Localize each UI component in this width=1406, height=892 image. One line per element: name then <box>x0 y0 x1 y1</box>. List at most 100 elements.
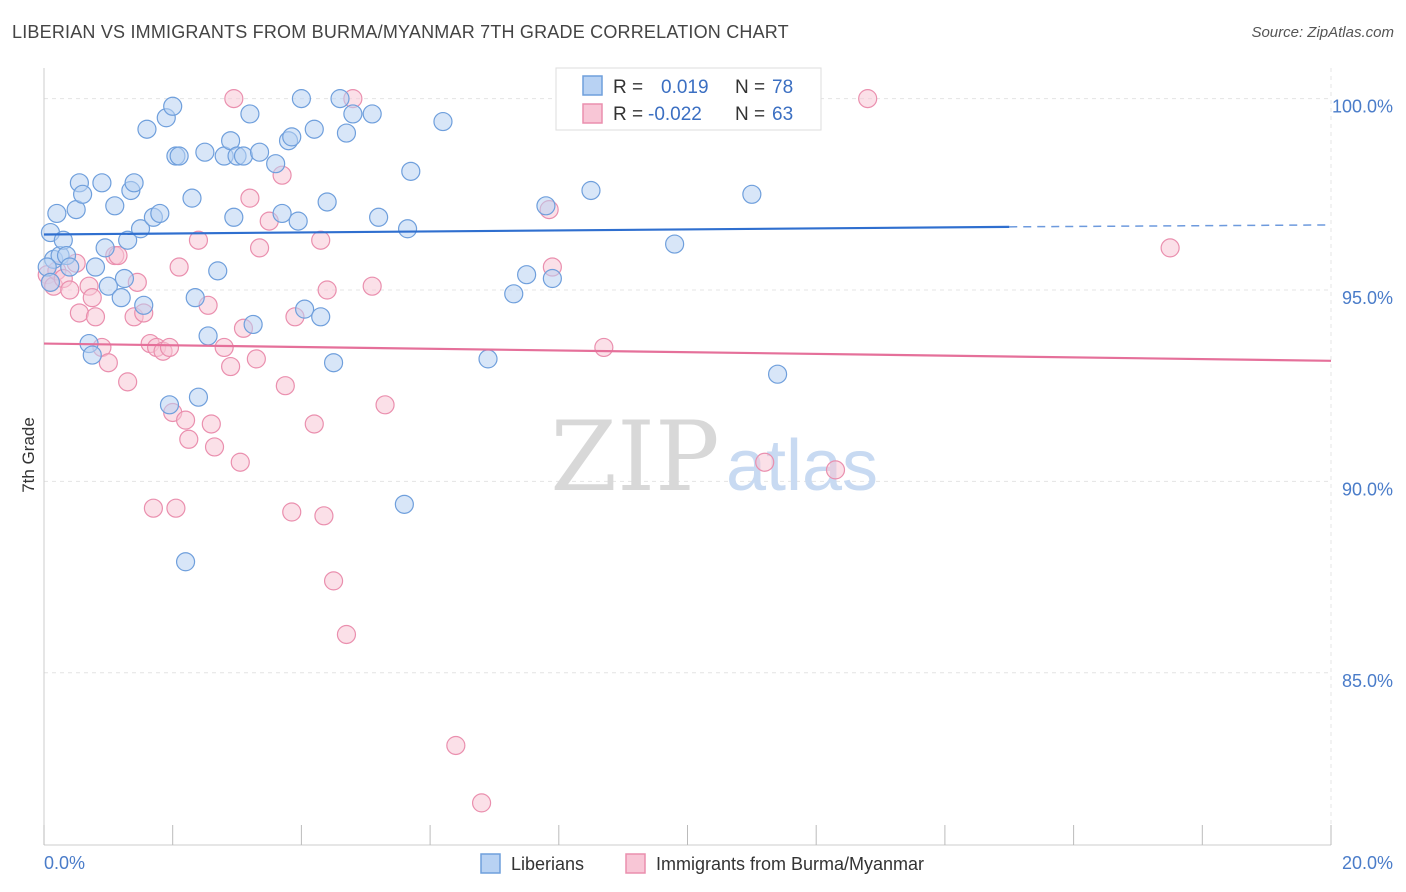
data-point-liberians <box>40 272 61 292</box>
data-point-liberians <box>394 494 414 514</box>
legend-n-label-1: N = <box>735 77 765 98</box>
data-point-liberians <box>98 276 118 296</box>
data-point-liberians <box>159 395 180 415</box>
legend-liberians-label: Liberians <box>511 854 584 874</box>
data-point-immigrants <box>446 735 466 756</box>
data-point-liberians <box>478 349 498 369</box>
watermark-atlas: atlas <box>726 426 878 506</box>
data-point-immigrants <box>188 230 209 250</box>
y-tick-label: 95.0% <box>1342 288 1393 308</box>
data-point-liberians <box>304 119 324 139</box>
data-point-immigrants <box>275 376 295 396</box>
data-point-immigrants <box>755 452 775 472</box>
data-point-immigrants <box>69 303 89 323</box>
data-point-immigrants <box>118 372 138 392</box>
data-point-immigrants <box>471 793 492 813</box>
stats-legend: R = 0.019 N = 78 R = -0.022 N = 63 <box>555 67 822 131</box>
data-point-immigrants <box>336 624 357 645</box>
data-point-immigrants <box>825 460 846 480</box>
data-point-immigrants <box>85 307 106 327</box>
data-point-liberians <box>92 173 112 193</box>
data-point-liberians <box>169 146 189 166</box>
y-tick-labels: 85.0% 90.0% 95.0% 100.0% <box>1332 97 1393 691</box>
y-tick-label: 90.0% <box>1342 479 1393 499</box>
data-point-liberians <box>397 219 418 239</box>
data-point-liberians <box>266 154 286 174</box>
data-point-immigrants <box>98 353 118 373</box>
legend-r-value-2: -0.022 <box>648 104 702 125</box>
legend-swatch-blue <box>582 75 603 96</box>
data-point-liberians <box>317 192 337 212</box>
legend-swatch-pink <box>582 103 603 124</box>
data-point-immigrants <box>375 395 395 415</box>
series-legend: Liberians Immigrants from Burma/Myanmar <box>480 853 924 874</box>
legend-immigrants-label: Immigrants from Burma/Myanmar <box>656 854 924 874</box>
x-tick-label: 20.0% <box>1342 853 1393 873</box>
data-point-liberians <box>95 238 115 258</box>
data-point-immigrants <box>175 410 196 430</box>
trend-line-liberians <box>43 225 1010 236</box>
y-tick-label: 100.0% <box>1332 97 1393 117</box>
data-point-liberians <box>243 314 263 335</box>
chart-title: LIBERIAN VS IMMIGRANTS FROM BURMA/MYANMA… <box>12 22 789 42</box>
data-point-liberians <box>150 203 170 224</box>
data-point-liberians <box>134 295 154 315</box>
data-point-immigrants <box>204 437 225 457</box>
data-point-liberians <box>60 257 80 277</box>
data-point-liberians <box>343 104 363 124</box>
data-point-immigrants <box>246 349 266 369</box>
data-point-liberians <box>137 119 157 139</box>
y-tick-label: 85.0% <box>1342 671 1393 691</box>
data-point-liberians <box>581 180 601 201</box>
legend-immigrants-swatch <box>625 853 646 874</box>
axes <box>43 68 1332 846</box>
data-point-immigrants <box>858 89 878 109</box>
trend-lines <box>43 224 1332 362</box>
data-point-immigrants <box>282 502 302 522</box>
data-point-liberians <box>105 196 125 216</box>
data-point-liberians <box>311 307 331 327</box>
data-point-liberians <box>291 89 311 109</box>
data-point-liberians <box>767 364 788 384</box>
data-point-liberians <box>185 288 205 308</box>
data-point-immigrants <box>143 498 163 518</box>
data-point-liberians <box>369 207 389 227</box>
x-tick-labels: 0.0% 20.0% <box>44 853 1393 873</box>
data-point-liberians <box>504 284 524 304</box>
data-point-immigrants <box>240 188 260 208</box>
data-point-liberians <box>188 387 209 407</box>
data-point-liberians <box>665 234 685 254</box>
data-point-liberians <box>272 203 292 224</box>
data-point-liberians <box>295 299 315 319</box>
data-point-liberians <box>536 196 556 216</box>
trend-line-liberians-extension <box>1009 224 1332 228</box>
data-point-liberians <box>742 184 762 204</box>
data-point-liberians <box>323 353 344 373</box>
legend-n-value-1: 78 <box>772 77 793 98</box>
data-point-immigrants <box>314 506 334 526</box>
source-label: Source: ZipAtlas.com <box>1251 24 1394 41</box>
data-point-immigrants <box>214 337 234 358</box>
data-point-liberians <box>195 142 215 162</box>
data-point-immigrants <box>221 356 241 377</box>
data-point-immigrants <box>60 280 80 300</box>
data-point-liberians <box>224 207 244 227</box>
data-point-liberians <box>82 345 102 365</box>
data-point-liberians <box>433 111 453 132</box>
data-point-liberians <box>175 552 196 572</box>
data-point-liberians <box>47 203 67 224</box>
data-point-liberians <box>240 104 260 124</box>
legend-n-label-2: N = <box>735 104 765 125</box>
data-point-liberians <box>362 104 382 124</box>
data-point-immigrants <box>82 288 102 308</box>
legend-r-label-1: R = <box>613 77 643 98</box>
data-point-immigrants <box>323 571 344 591</box>
data-point-immigrants <box>362 276 382 296</box>
data-point-liberians <box>288 211 308 231</box>
data-point-liberians <box>336 123 357 143</box>
data-point-liberians <box>282 127 302 147</box>
data-point-immigrants <box>311 230 331 250</box>
y-axis-label: 7th Grade <box>19 417 38 493</box>
data-point-liberians <box>233 146 254 166</box>
series-liberians-points <box>37 89 788 572</box>
